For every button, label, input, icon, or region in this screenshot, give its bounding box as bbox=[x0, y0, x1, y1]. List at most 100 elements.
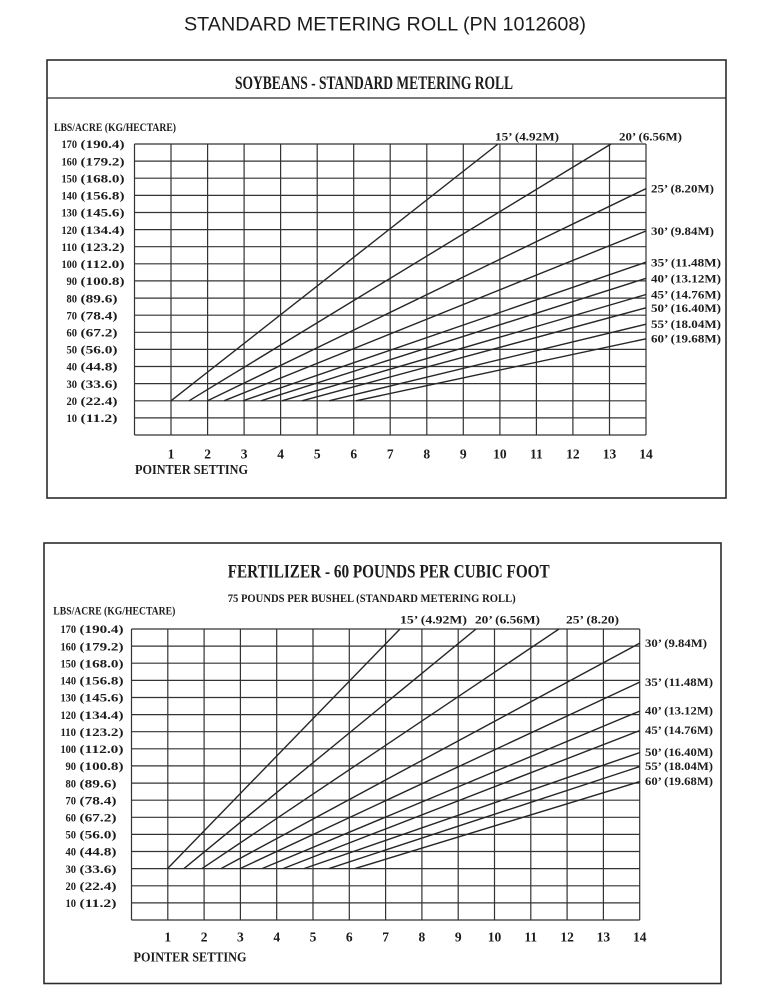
svg-text:6: 6 bbox=[350, 447, 357, 462]
svg-text:70: 70 bbox=[66, 793, 77, 807]
svg-text:(33.6): (33.6) bbox=[81, 377, 118, 391]
svg-text:40: 40 bbox=[67, 360, 78, 374]
svg-text:60: 60 bbox=[66, 811, 77, 825]
svg-text:(190.4): (190.4) bbox=[80, 622, 124, 636]
svg-text:45’ (14.76M): 45’ (14.76M) bbox=[651, 288, 721, 302]
svg-text:40’ (13.12M): 40’ (13.12M) bbox=[651, 271, 721, 285]
svg-text:50: 50 bbox=[67, 343, 78, 357]
svg-text:30: 30 bbox=[67, 377, 78, 391]
svg-text:(89.6): (89.6) bbox=[80, 776, 117, 790]
svg-text:20: 20 bbox=[67, 394, 78, 408]
svg-text:(112.0): (112.0) bbox=[80, 742, 124, 756]
svg-text:(134.4): (134.4) bbox=[80, 708, 124, 722]
svg-text:20: 20 bbox=[66, 879, 77, 893]
svg-text:(123.2): (123.2) bbox=[81, 240, 125, 254]
svg-text:3: 3 bbox=[237, 930, 244, 945]
svg-text:(179.2): (179.2) bbox=[81, 154, 125, 168]
svg-text:(22.4): (22.4) bbox=[80, 879, 117, 893]
svg-text:15’ (4.92M): 15’ (4.92M) bbox=[400, 613, 467, 627]
svg-text:30’ (9.84M): 30’ (9.84M) bbox=[645, 636, 707, 650]
svg-text:160: 160 bbox=[61, 639, 77, 653]
svg-text:(145.6): (145.6) bbox=[81, 206, 125, 220]
svg-text:160: 160 bbox=[62, 154, 78, 168]
svg-text:(44.8): (44.8) bbox=[80, 845, 117, 859]
svg-text:60’ (19.68M): 60’ (19.68M) bbox=[645, 774, 713, 788]
svg-text:50: 50 bbox=[66, 828, 77, 842]
svg-text:(67.2): (67.2) bbox=[80, 811, 117, 825]
svg-text:55’ (18.04M): 55’ (18.04M) bbox=[645, 759, 713, 773]
svg-text:5: 5 bbox=[314, 447, 321, 462]
svg-text:(190.4): (190.4) bbox=[81, 137, 125, 151]
svg-text:150: 150 bbox=[62, 171, 78, 185]
svg-text:LBS/ACRE (KG/HECTARE): LBS/ACRE (KG/HECTARE) bbox=[53, 604, 175, 618]
svg-text:100: 100 bbox=[61, 742, 77, 756]
svg-text:55’ (18.04M): 55’ (18.04M) bbox=[651, 317, 721, 331]
svg-text:45’ (14.76M): 45’ (14.76M) bbox=[645, 723, 713, 737]
svg-text:(11.2): (11.2) bbox=[81, 411, 118, 425]
svg-text:130: 130 bbox=[61, 691, 77, 705]
svg-text:140: 140 bbox=[62, 189, 78, 203]
svg-text:LBS/ACRE (KG/HECTARE): LBS/ACRE (KG/HECTARE) bbox=[54, 120, 176, 134]
svg-text:120: 120 bbox=[61, 708, 77, 722]
svg-text:9: 9 bbox=[455, 930, 462, 945]
svg-text:20’ (6.56M): 20’ (6.56M) bbox=[619, 130, 682, 144]
svg-text:(100.8): (100.8) bbox=[80, 759, 124, 773]
svg-text:100: 100 bbox=[62, 257, 78, 271]
svg-text:(33.6): (33.6) bbox=[80, 862, 117, 876]
svg-text:2: 2 bbox=[201, 930, 208, 945]
svg-text:90: 90 bbox=[67, 274, 78, 288]
svg-text:8: 8 bbox=[419, 930, 426, 945]
svg-text:(89.6): (89.6) bbox=[81, 291, 118, 305]
svg-text:140: 140 bbox=[61, 674, 77, 688]
svg-text:110: 110 bbox=[61, 725, 77, 739]
svg-text:35’ (11.48M): 35’ (11.48M) bbox=[651, 255, 721, 269]
svg-text:(145.6): (145.6) bbox=[80, 691, 124, 705]
svg-text:STANDARD METERING ROLL (PN 1: STANDARD METERING ROLL (PN 1012608) bbox=[184, 14, 586, 36]
svg-text:13: 13 bbox=[597, 930, 611, 945]
svg-text:6: 6 bbox=[346, 930, 353, 945]
svg-text:12: 12 bbox=[566, 447, 580, 462]
svg-text:2: 2 bbox=[204, 447, 211, 462]
svg-text:25’ (8.20M): 25’ (8.20M) bbox=[651, 182, 714, 196]
svg-text:150: 150 bbox=[61, 656, 77, 670]
svg-text:25’ (8.20): 25’ (8.20) bbox=[566, 613, 619, 627]
svg-text:(78.4): (78.4) bbox=[81, 308, 118, 322]
svg-text:1: 1 bbox=[164, 930, 171, 945]
svg-text:(168.0): (168.0) bbox=[81, 171, 125, 185]
svg-text:11: 11 bbox=[524, 930, 537, 945]
svg-text:120: 120 bbox=[62, 223, 78, 237]
svg-text:70: 70 bbox=[67, 308, 78, 322]
svg-text:60: 60 bbox=[67, 326, 78, 340]
svg-text:12: 12 bbox=[560, 930, 574, 945]
svg-text:SOYBEANS - STANDARD METERING: SOYBEANS - STANDARD METERING ROLL bbox=[235, 73, 513, 94]
svg-text:5: 5 bbox=[310, 930, 317, 945]
svg-text:(67.2): (67.2) bbox=[81, 326, 118, 340]
svg-text:170: 170 bbox=[62, 137, 78, 151]
svg-text:(44.8): (44.8) bbox=[81, 360, 118, 374]
svg-text:4: 4 bbox=[277, 447, 284, 462]
svg-text:20’ (6.56M): 20’ (6.56M) bbox=[475, 613, 540, 627]
svg-text:30: 30 bbox=[66, 862, 77, 876]
svg-text:80: 80 bbox=[66, 776, 77, 790]
svg-text:90: 90 bbox=[66, 759, 77, 773]
svg-text:130: 130 bbox=[62, 206, 78, 220]
svg-text:40: 40 bbox=[66, 845, 77, 859]
svg-text:(112.0): (112.0) bbox=[81, 257, 125, 271]
svg-text:(123.2): (123.2) bbox=[80, 725, 124, 739]
svg-text:(156.8): (156.8) bbox=[81, 189, 125, 203]
svg-text:10: 10 bbox=[488, 930, 502, 945]
svg-text:8: 8 bbox=[423, 447, 430, 462]
svg-text:170: 170 bbox=[61, 622, 77, 636]
svg-text:(168.0): (168.0) bbox=[80, 656, 124, 670]
svg-text:14: 14 bbox=[639, 447, 653, 462]
svg-text:(179.2): (179.2) bbox=[80, 639, 124, 653]
svg-text:60’ (19.68M): 60’ (19.68M) bbox=[651, 332, 721, 346]
svg-text:3: 3 bbox=[241, 447, 248, 462]
svg-text:30’ (9.84M): 30’ (9.84M) bbox=[651, 224, 714, 238]
svg-text:POINTER SETTING: POINTER SETTING bbox=[135, 462, 248, 477]
svg-text:15’ (4.92M): 15’ (4.92M) bbox=[495, 130, 559, 144]
svg-text:10: 10 bbox=[493, 447, 507, 462]
svg-text:7: 7 bbox=[387, 447, 394, 462]
svg-text:FERTILIZER - 60 POUNDS PER CUB: FERTILIZER - 60 POUNDS PER CUBIC FOOT bbox=[228, 562, 550, 583]
svg-text:POINTER SETTING: POINTER SETTING bbox=[134, 950, 247, 965]
